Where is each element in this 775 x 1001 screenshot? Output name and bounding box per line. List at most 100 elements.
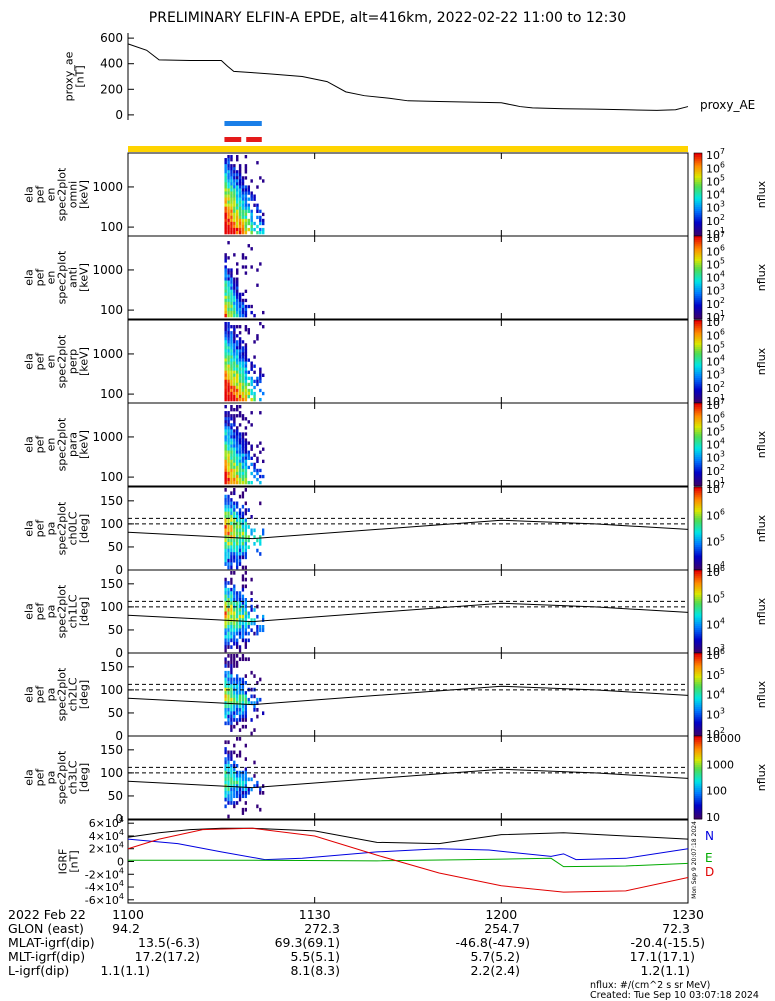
energy-panel-2-spectrogram-cell xyxy=(227,394,230,399)
pa-panel-0-spectrogram-cell xyxy=(238,494,242,499)
energy-panel-2-spectrogram-cell xyxy=(244,352,248,356)
proxy-ae-ytick-label: 400 xyxy=(100,57,123,71)
energy-panel-0-colorbar-cell xyxy=(694,204,702,208)
energy-panel-1-spectrogram-cell xyxy=(236,277,239,281)
energy-panel-3-ytick-label: 1000 xyxy=(92,430,123,444)
pa-panel-1-spectrogram-cell xyxy=(233,587,236,592)
energy-panel-2-spectrogram-cell xyxy=(244,373,248,377)
pa-panel-0-colorbar-cell xyxy=(694,549,702,552)
energy-panel-1-spectrogram-cell xyxy=(236,307,239,312)
energy-panel-3-spectrogram-cell xyxy=(233,447,236,451)
pa-panel-0-spectrogram-cell xyxy=(236,511,239,516)
energy-panel-2-spectrogram-cell xyxy=(227,352,230,356)
energy-panel-1-spectrogram-cell xyxy=(236,301,239,306)
pa-panel-3-spectrogram-cell xyxy=(227,767,230,772)
pa-panel-0-spectrogram-cell xyxy=(227,501,230,506)
pa-panel-1-spectrogram-cell xyxy=(241,584,245,589)
pa-panel-2-ylabel: ela xyxy=(23,686,36,703)
pa-panel-0-ylabel: spec2plot xyxy=(56,501,69,555)
pa-panel-3-spectrogram-cell xyxy=(227,794,230,799)
energy-panel-2-spectrogram-cell xyxy=(241,376,245,381)
pa-panel-1-spectrogram-cell xyxy=(230,604,233,609)
energy-panel-1-spectrogram-cell xyxy=(227,304,230,309)
energy-panel-2-spectrogram-cell xyxy=(238,364,242,368)
pa-panel-2-spectrogram-cell xyxy=(233,704,236,709)
pa-panel-0-spectrogram-cell xyxy=(238,531,242,536)
energy-panel-0-spectrogram-cell xyxy=(230,221,233,226)
energy-panel-1-colorbar-tick: 103 xyxy=(706,283,725,298)
pa-panel-2-colorbar-cell xyxy=(694,706,702,710)
pa-panel-3-spectrogram-cell xyxy=(233,787,236,792)
pa-panel-0-colorbar-cell xyxy=(694,559,702,563)
pa-panel-2-spectrogram-cell xyxy=(253,694,256,699)
pa-panel-3-spectrogram-cell xyxy=(253,784,256,788)
pa-panel-3-colorbar-cell xyxy=(694,789,702,793)
energy-panel-2-spectrogram-cell xyxy=(230,352,233,356)
energy-panel-0-spectrogram-cell xyxy=(247,206,251,210)
pa-panel-3-spectrogram-cell xyxy=(233,777,236,782)
energy-panel-0-spectrogram-cell xyxy=(256,203,259,207)
pa-panel-3-spectrogram-cell xyxy=(236,764,239,768)
pa-panel-3-spectrogram-cell xyxy=(227,787,230,792)
pa-panel-2-spectrogram-cell xyxy=(227,694,230,699)
energy-panel-3-spectrogram-cell xyxy=(233,477,236,482)
energy-panel-1-colorbar-cell xyxy=(694,246,702,249)
energy-panel-1-colorbar-cell xyxy=(694,262,702,266)
energy-panel-0-spectrogram-cell xyxy=(250,197,253,201)
energy-panel-2-spectrogram-cell xyxy=(238,325,242,329)
energy-panel-2-spectrogram-cell xyxy=(230,358,233,362)
energy-panel-1-spectrogram-cell xyxy=(230,289,233,293)
energy-panel-3-colorbar-cell xyxy=(694,450,702,454)
energy-panel-0-spectrogram-cell xyxy=(238,176,242,180)
energy-panel-3-spectrogram-cell xyxy=(238,453,242,457)
pa-panel-0-spectrogram-cell xyxy=(224,555,227,560)
pa-panel-0-spectrogram-cell xyxy=(224,494,227,499)
pa-panel-1-spectrogram-cell xyxy=(241,614,245,619)
igrf-legend-d: D xyxy=(705,865,714,879)
energy-panel-3-colorbar-tick: 103 xyxy=(706,450,725,465)
energy-panel-2-spectrogram-cell xyxy=(224,385,227,390)
energy-panel-3-spectrogram-cell xyxy=(233,414,236,418)
pa-panel-1-spectrogram-cell xyxy=(244,628,247,633)
energy-panel-3-colorbar-cell xyxy=(694,463,702,466)
energy-panel-2-spectrogram-cell xyxy=(224,364,227,368)
energy-panel-0-spectrogram-cell xyxy=(230,182,233,186)
pa-panel-0-spectrogram-cell xyxy=(247,535,250,539)
energy-panel-2-spectrogram-cell xyxy=(224,376,227,381)
pa-panel-2-spectrogram-cell xyxy=(227,714,230,719)
energy-panel-2-spectrogram-cell xyxy=(227,325,230,329)
energy-panel-0-spectrogram-cell xyxy=(256,185,259,189)
pa-panel-2-spectrogram-cell xyxy=(262,711,265,716)
energy-panel-0-spectrogram-cell xyxy=(230,224,233,229)
pa-panel-3-colorbar-tick: 10 xyxy=(706,811,720,824)
pa-panel-1-spectrogram-cell xyxy=(247,614,250,619)
energy-panel-2-spectrogram-cell xyxy=(230,334,233,338)
energy-panel-2-colorbar-tick: 107 xyxy=(706,314,725,329)
energy-panel-2-spectrogram-cell xyxy=(224,373,227,377)
pa-panel-2-spectrogram-cell xyxy=(233,708,236,712)
pa-panel-1-colorbar-cell xyxy=(694,646,702,650)
pa-panel-0-spectrogram-cell xyxy=(244,555,247,560)
energy-panel-0-spectrogram-cell xyxy=(244,176,248,180)
pa-panel-1-spectrogram-cell xyxy=(224,614,227,619)
energy-panel-0-spectrogram-cell xyxy=(227,167,230,171)
energy-panel-0-spectrogram-cell xyxy=(227,221,230,226)
energy-panel-3-spectrogram-cell xyxy=(241,441,245,445)
energy-panel-3-spectrogram-cell xyxy=(230,414,233,418)
energy-panel-2-spectrogram-cell xyxy=(233,349,236,353)
energy-panel-3-spectrogram-cell xyxy=(244,456,248,460)
pa-panel-1-ylabel: spec2plot xyxy=(56,584,69,638)
pa-panel-0-colorbar-cell xyxy=(694,528,702,532)
pa-panel-1-spectrogram-cell xyxy=(236,594,239,599)
pa-panel-1-colorbar-cell xyxy=(694,638,702,642)
pa-panel-2-ylabel: spec2plot xyxy=(56,667,69,721)
pa-panel-2-spectrogram-cell xyxy=(233,697,236,702)
energy-panel-2-spectrogram-cell xyxy=(259,397,262,402)
energy-panel-3-spectrogram-cell xyxy=(236,405,239,409)
pa-panel-1-spectrogram-cell xyxy=(250,598,253,602)
pa-panel-2-spectrogram-cell xyxy=(233,664,236,668)
energy-panel-0-spectrogram-cell xyxy=(227,173,230,177)
pa-panel-1-spectrogram-cell xyxy=(224,621,227,626)
energy-panel-1-spectrogram-cell xyxy=(236,295,239,300)
pa-panel-2-spectrogram-cell xyxy=(230,704,233,709)
